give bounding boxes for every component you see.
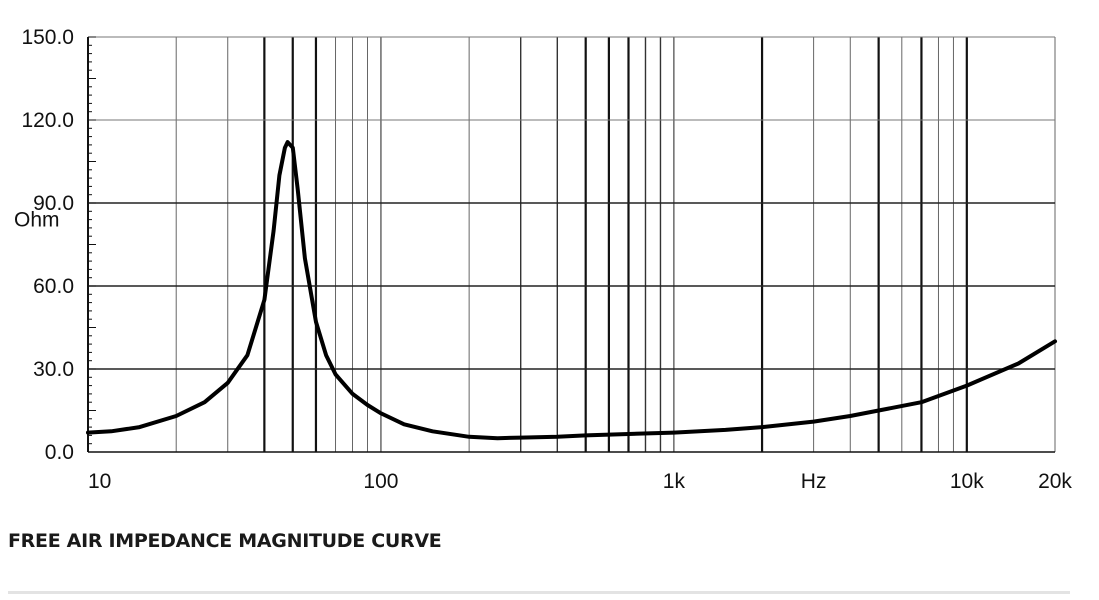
chart-title: FREE AIR IMPEDANCE MAGNITUDE CURVE (8, 530, 442, 552)
x-tick-label: 100 (363, 470, 398, 493)
y-tick-label: 90.0 (33, 192, 74, 215)
section-divider (8, 591, 1070, 594)
chart-labels: 0.0 30.0 60.0 90.0 120.0 150.0 10 100 1k 10k 20k Oh… (14, 26, 1072, 493)
y-tick-label: 30.0 (33, 358, 74, 381)
x-tick-label: 10 (88, 470, 111, 493)
y-tick-label: 60.0 (33, 275, 74, 298)
chart-ticks (88, 36, 96, 453)
chart-axes (87, 37, 1055, 453)
impedance-curve (86, 140, 1057, 441)
y-tick-label: 120.0 (21, 109, 74, 132)
y-tick-label: 0.0 (45, 441, 74, 464)
chart-series (86, 140, 1057, 441)
y-tick-label: 150.0 (21, 26, 74, 49)
x-axis-label: Hz (801, 470, 827, 493)
x-tick-label: 20k (1038, 470, 1072, 493)
x-tick-label: 1k (663, 470, 686, 493)
impedance-chart: 0.0 30.0 60.0 90.0 120.0 150.0 10 100 1k 10k 20k Oh… (14, 26, 1072, 493)
x-tick-label: 10k (950, 470, 984, 493)
chart-grid (88, 36, 1056, 453)
y-axis-label: Ohm (14, 209, 60, 232)
